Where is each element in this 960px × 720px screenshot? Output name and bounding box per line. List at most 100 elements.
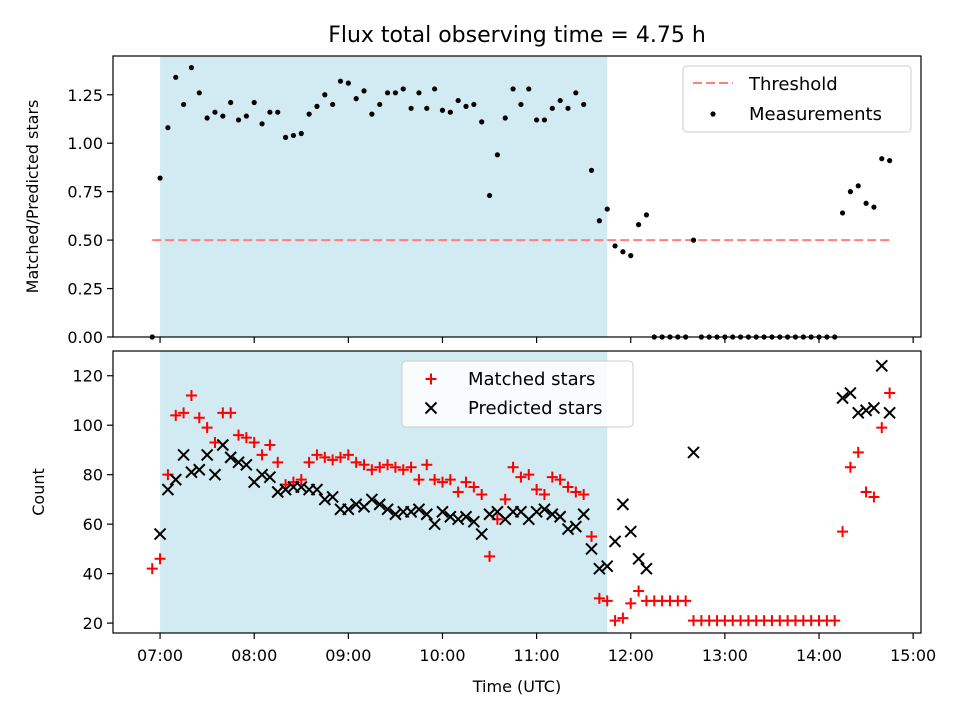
data-point: [413, 474, 425, 486]
legend-bottom: Matched stars Predicted stars: [401, 360, 634, 428]
data-point: [609, 615, 621, 627]
legend-measurements-label: Measurements: [749, 104, 882, 125]
data-point: [275, 109, 281, 115]
data-point: [429, 474, 441, 486]
data-point: [193, 412, 205, 424]
data-point: [342, 503, 355, 516]
data-point: [515, 471, 527, 483]
data-point: [428, 517, 441, 531]
data-point: [389, 461, 401, 473]
data-point: [408, 105, 414, 111]
data-point: [181, 101, 187, 108]
data-point: [867, 401, 881, 415]
data-point: [193, 463, 206, 476]
data-point: [279, 483, 292, 496]
legend-matched-label: Matched stars: [468, 369, 595, 390]
data-point: [436, 476, 448, 488]
data-point: [538, 503, 551, 516]
data-point: [479, 119, 485, 125]
data-point: [863, 200, 869, 206]
data-point: [400, 86, 406, 92]
legend-matched-swatch: [425, 373, 437, 385]
data-point: [337, 78, 344, 84]
y-axis-label: Count: [29, 468, 48, 516]
data-point: [365, 493, 379, 506]
data-point: [154, 553, 166, 565]
data-point: [310, 483, 324, 496]
data-point: [196, 90, 202, 96]
y-tick-label: 100: [72, 416, 103, 435]
data-point: [220, 113, 226, 119]
data-point: [295, 474, 307, 486]
data-point: [836, 391, 849, 405]
data-point: [628, 253, 634, 259]
series-matched-stars: [146, 387, 896, 627]
y-tick-label: 120: [72, 367, 103, 386]
data-point: [295, 480, 308, 494]
data-point: [510, 86, 516, 92]
data-point: [361, 88, 367, 94]
data-point: [526, 86, 532, 92]
data-point: [404, 505, 418, 518]
data-point: [565, 105, 571, 111]
data-point: [860, 486, 872, 498]
data-point: [412, 503, 426, 516]
data-point: [322, 92, 328, 98]
data-point: [272, 456, 284, 468]
data-point: [444, 510, 457, 523]
data-point: [342, 449, 354, 461]
y-tick-label: 20: [83, 614, 103, 633]
data-point: [879, 156, 885, 162]
x-tick-label: 14:00: [796, 646, 842, 665]
data-point: [345, 80, 351, 86]
data-point: [604, 206, 610, 212]
data-point: [374, 461, 386, 473]
x-tick-label: 11:00: [514, 646, 560, 665]
data-point: [847, 189, 853, 195]
data-point: [617, 612, 629, 624]
data-point: [837, 526, 849, 538]
data-point: [593, 592, 605, 604]
data-point: [531, 484, 543, 496]
data-point: [570, 486, 582, 498]
data-point: [502, 115, 508, 121]
data-point: [377, 101, 383, 108]
data-point: [588, 167, 595, 173]
data-point: [235, 117, 242, 123]
data-point: [208, 468, 222, 481]
data-point: [557, 97, 563, 104]
data-point: [178, 407, 190, 419]
data-point: [298, 130, 304, 137]
data-point: [577, 508, 590, 521]
data-point: [381, 503, 394, 516]
data-point: [384, 90, 391, 96]
y-tick-label: 0.50: [67, 231, 103, 250]
x-tick-label: 10:00: [419, 646, 465, 665]
data-point: [216, 438, 230, 452]
data-point: [467, 515, 481, 528]
data-point: [494, 152, 500, 158]
bottom-panel-star-counts: 20 40 60 80 100 120 07:00 08:00 09:00 10:00 11:00 1…: [29, 350, 936, 696]
y-tick-label: 80: [83, 466, 103, 485]
data-point: [569, 520, 583, 533]
x-tick-label: 08:00: [231, 646, 277, 665]
data-point: [436, 505, 449, 518]
data-point: [839, 210, 846, 216]
data-point: [852, 446, 864, 458]
data-point: [471, 101, 477, 108]
data-point: [185, 466, 198, 479]
data-point: [573, 90, 579, 96]
data-point: [534, 117, 540, 123]
data-point: [358, 459, 370, 471]
data-point: [562, 481, 574, 493]
data-point: [366, 464, 378, 476]
data-point: [248, 437, 260, 449]
data-point: [153, 527, 167, 541]
data-point: [884, 387, 896, 399]
data-point: [855, 183, 861, 189]
data-point: [546, 508, 559, 521]
data-point: [499, 493, 511, 505]
data-point: [201, 422, 213, 434]
data-point: [578, 488, 590, 500]
data-point: [173, 74, 179, 80]
